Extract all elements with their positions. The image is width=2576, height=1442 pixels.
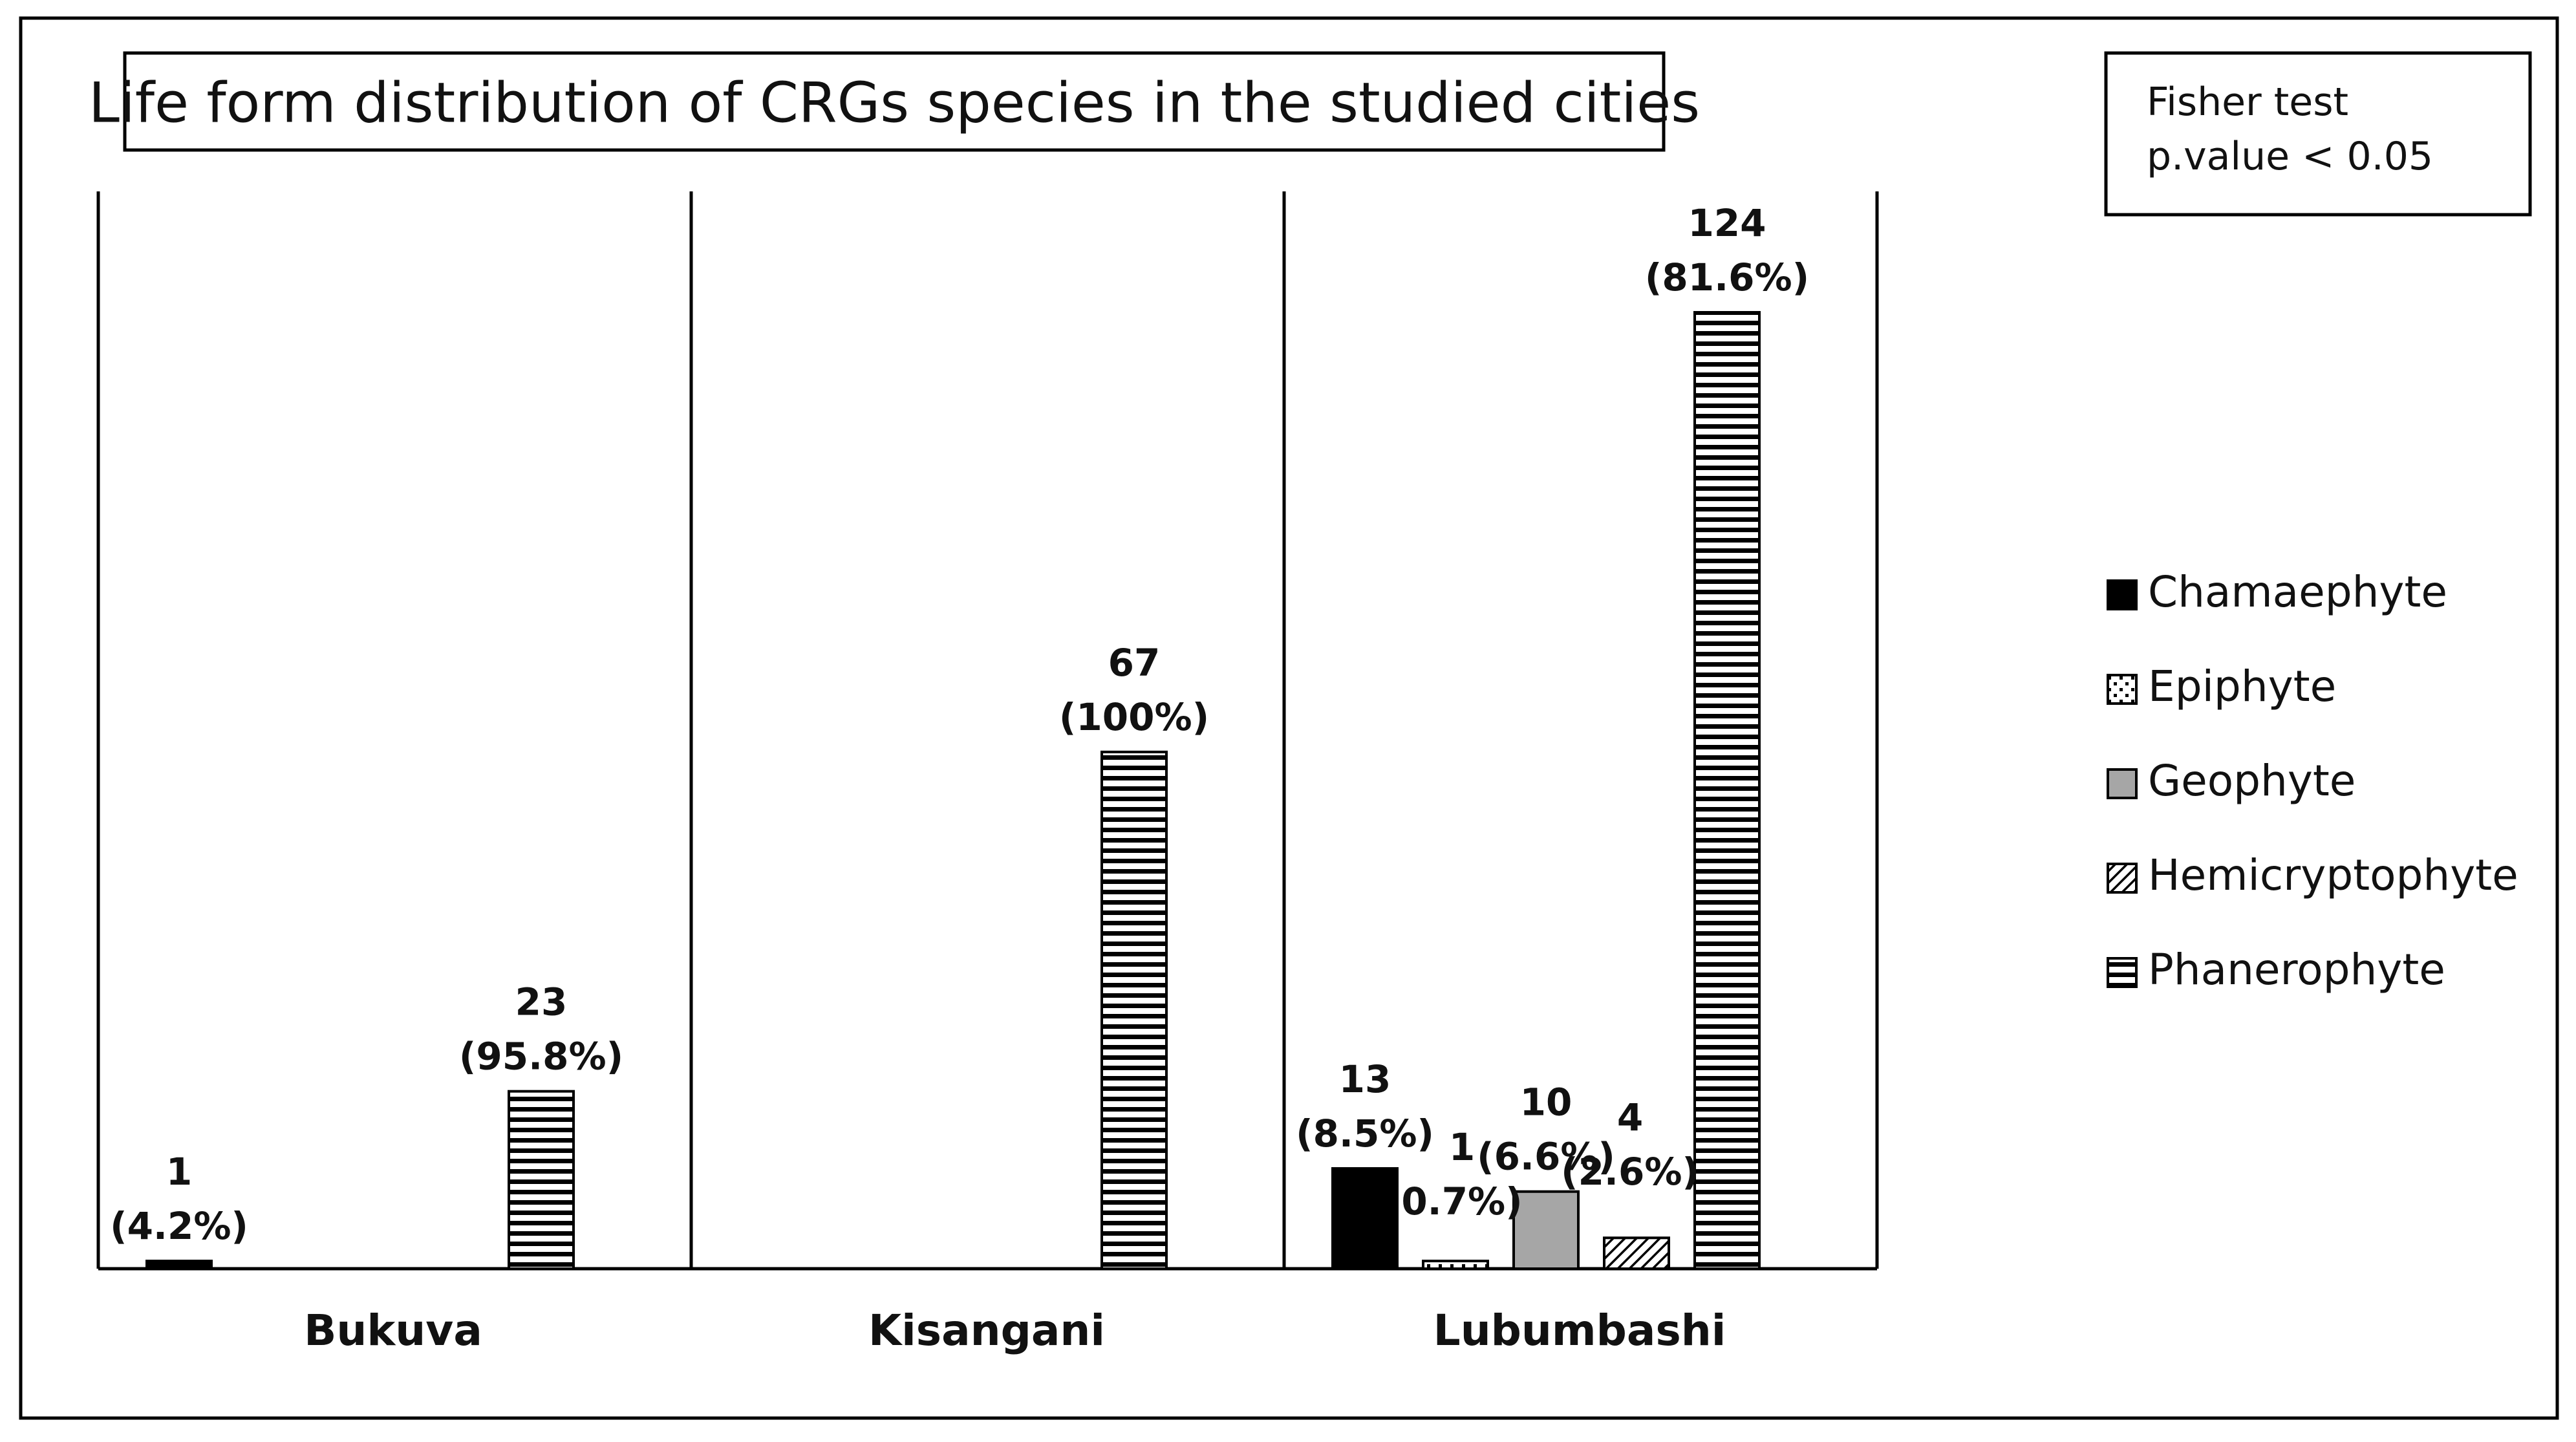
data-label-percent-lubumbashi-hemicryptophyte: (2.6%) [1561, 1150, 1699, 1194]
legend-label-geophyte: Geophyte [2148, 756, 2356, 806]
category-label-kisangani: Kisangani [868, 1306, 1105, 1355]
data-label-value-lubumbashi-geophyte: 10 [1520, 1081, 1572, 1125]
data-label-percent-lubumbashi-geophyte: (6.6%) [1477, 1135, 1615, 1179]
data-label-percent-lubumbashi-epiphyte: 0.7%) [1401, 1179, 1522, 1223]
legend-label-phanerophyte: Phanerophyte [2148, 945, 2445, 995]
bar-lubumbashi-phanerophyte [1693, 311, 1761, 1270]
data-label-value-lubumbashi-hemicryptophyte: 4 [1617, 1095, 1643, 1139]
title-box [123, 51, 1666, 152]
data-label-value-bukuva-phanerophyte: 23 [515, 980, 568, 1024]
category-label-lubumbashi: Lubumbashi [1433, 1306, 1726, 1355]
stat-note-line-2: p.value < 0.05 [2147, 134, 2433, 179]
data-label-value-bukuva-chamaephyte: 1 [166, 1150, 192, 1194]
value-labels-layer: 1 (4.2%) 13 (8.5%) 1 0.7%) 10 (6.6%)4 (2.6%) 23 (9… [110, 201, 1809, 1248]
data-label-value-lubumbashi-phanerophyte: 124 [1688, 201, 1766, 245]
data-label-value-lubumbashi-epiphyte: 1 [1449, 1125, 1475, 1169]
data-label-percent-kisangani-phanerophyte: (100%) [1059, 695, 1209, 739]
data-label-value-lubumbashi-chamaephyte: 13 [1339, 1057, 1391, 1101]
bar-lubumbashi-epiphyte [1422, 1260, 1489, 1271]
bar-lubumbashi-geophyte [1512, 1190, 1580, 1271]
data-label-percent-lubumbashi-chamaephyte: (8.5%) [1296, 1112, 1434, 1156]
legend-swatch-hemicryptophyte [2107, 863, 2138, 894]
category-labels-layer: Bukuva Kisangani Lubumbashi [304, 1306, 1726, 1355]
legend-swatch-chamaephyte [2107, 579, 2138, 610]
stat-note-box [2104, 51, 2532, 217]
legend-swatch-geophyte [2107, 768, 2138, 799]
bar-lubumbashi-chamaephyte [1331, 1167, 1399, 1271]
legend-label-hemicryptophyte: Hemicryptophyte [2148, 850, 2518, 900]
legend: Chamaephyte Epiphyte Geophyte Hemicryptophy… [2107, 567, 2518, 995]
chart-title: Life form distribution of CRGs species i… [89, 70, 1700, 135]
outer-frame [19, 16, 2559, 1420]
bar-lubumbashi-hemicryptophyte [1603, 1236, 1670, 1270]
data-label-percent-bukuva-phanerophyte: (95.8%) [459, 1035, 623, 1079]
bar-bukuva-chamaephyte [145, 1260, 213, 1271]
legend-label-epiphyte: Epiphyte [2148, 662, 2336, 711]
stat-note-line-1: Fisher test [2147, 80, 2348, 125]
bar-bukuva-phanerophyte [508, 1090, 575, 1270]
legend-swatch-phanerophyte [2107, 957, 2138, 988]
legend-label-chamaephyte: Chamaephyte [2148, 567, 2447, 617]
bars-layer [145, 311, 1761, 1271]
data-label-percent-bukuva-chamaephyte: (4.2%) [110, 1204, 248, 1248]
category-label-bukuva: Bukuva [304, 1306, 482, 1355]
bar-kisangani-phanerophyte [1100, 750, 1168, 1270]
data-label-value-kisangani-phanerophyte: 67 [1108, 641, 1161, 685]
legend-swatch-epiphyte [2107, 674, 2138, 705]
data-label-percent-lubumbashi-phanerophyte: (81.6%) [1645, 255, 1809, 299]
